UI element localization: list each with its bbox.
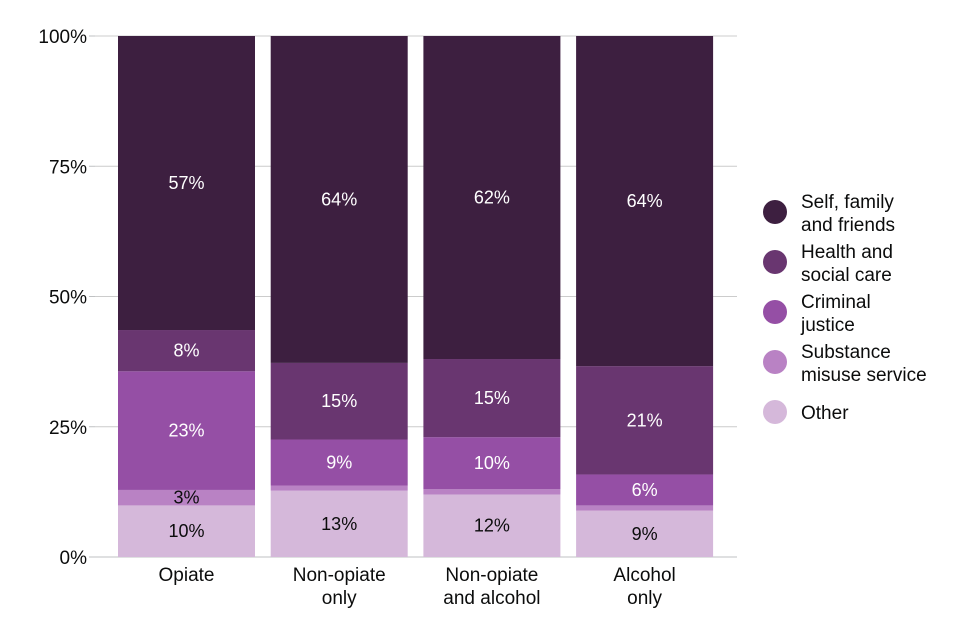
data-label: 13% bbox=[321, 514, 357, 534]
legend-swatch bbox=[763, 250, 787, 274]
data-label: 8% bbox=[173, 341, 199, 361]
bar-segment bbox=[423, 494, 561, 557]
bar-segment bbox=[576, 36, 714, 367]
bar-segment bbox=[423, 36, 561, 360]
bar-segment bbox=[118, 489, 255, 506]
y-axis: 0% 25% 50% 75% 100% bbox=[38, 27, 95, 569]
x-tick-label: Non-opiate only bbox=[293, 565, 386, 609]
legend-swatch bbox=[763, 200, 787, 224]
y-tick-label: 50% bbox=[49, 288, 87, 309]
bar-segment bbox=[118, 36, 255, 331]
y-tick-label: 0% bbox=[60, 548, 88, 569]
data-label: 6% bbox=[632, 480, 658, 500]
legend-label: Other bbox=[801, 403, 849, 424]
bar-segment bbox=[270, 36, 408, 363]
data-label: 21% bbox=[627, 410, 663, 430]
bar-segment bbox=[118, 505, 255, 557]
bar-segment bbox=[576, 366, 714, 475]
bar-segment bbox=[118, 330, 255, 372]
bar-segment bbox=[423, 489, 561, 495]
legend-swatch bbox=[763, 400, 787, 424]
legend-swatch bbox=[763, 300, 787, 324]
data-labels: 10% 3% 23% 8% 57% 13% 9% 15% 64% 12% 10% 15% 62% 9% 6%… bbox=[168, 173, 662, 544]
legend-label: Self, family and friends bbox=[801, 192, 895, 236]
x-tick-label: Non-opiate and alcohol bbox=[443, 565, 540, 609]
bar-segment bbox=[270, 490, 408, 557]
data-label: 10% bbox=[474, 453, 510, 473]
x-tick-label: Opiate bbox=[159, 565, 215, 586]
data-label: 62% bbox=[474, 188, 510, 208]
bar-segment bbox=[270, 439, 408, 486]
legend: Self, family and friends Health and social … bbox=[763, 192, 927, 424]
y-tick-label: 25% bbox=[49, 418, 87, 439]
bar-segment bbox=[423, 437, 561, 490]
data-label: 23% bbox=[168, 421, 204, 441]
data-label: 9% bbox=[632, 524, 658, 544]
bar-segment bbox=[270, 485, 408, 491]
data-label: 64% bbox=[627, 191, 663, 211]
data-label: 3% bbox=[173, 488, 199, 508]
legend-label: Substance misuse service bbox=[801, 342, 927, 386]
data-label: 64% bbox=[321, 189, 357, 209]
legend-swatch bbox=[763, 350, 787, 374]
bar-segment bbox=[576, 510, 714, 557]
bar-segment bbox=[423, 359, 561, 438]
y-tick-label: 100% bbox=[38, 27, 87, 48]
legend-label: Health and social care bbox=[801, 242, 893, 286]
data-label: 12% bbox=[474, 516, 510, 536]
x-tick-label: Alcohol only bbox=[613, 565, 675, 609]
bars bbox=[118, 36, 714, 557]
bar-segment bbox=[576, 505, 714, 511]
bar-segment bbox=[270, 362, 408, 440]
data-label: 57% bbox=[168, 173, 204, 193]
legend-label: Criminal justice bbox=[800, 292, 871, 336]
data-label: 10% bbox=[168, 521, 204, 541]
bar-segment bbox=[576, 474, 714, 506]
bar-segment bbox=[118, 371, 255, 490]
data-label: 15% bbox=[321, 391, 357, 411]
y-tick-label: 75% bbox=[49, 157, 87, 178]
data-label: 9% bbox=[326, 453, 352, 473]
data-label: 15% bbox=[474, 388, 510, 408]
x-axis: Opiate Non-opiate only Non-opiate and alcoho… bbox=[159, 565, 676, 609]
